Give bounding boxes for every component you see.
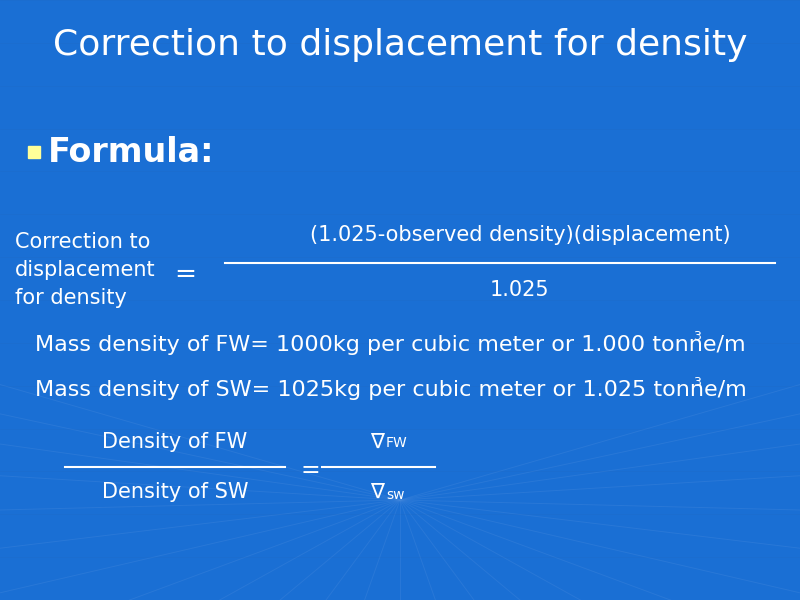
Text: 3: 3	[693, 376, 701, 389]
Text: ∇: ∇	[370, 432, 384, 452]
Text: FW: FW	[386, 436, 408, 450]
Bar	[28, 146, 40, 158]
Text: =: =	[300, 458, 320, 482]
Text: (1.025-observed density)(displacement): (1.025-observed density)(displacement)	[310, 225, 730, 245]
Text: 3: 3	[693, 331, 701, 343]
Text: Correction to
displacement
for density: Correction to displacement for density	[15, 232, 156, 308]
Text: Correction to displacement for density: Correction to displacement for density	[53, 28, 747, 62]
Text: ∇: ∇	[370, 482, 384, 502]
Text: =: =	[174, 262, 196, 288]
Text: sw: sw	[386, 488, 405, 502]
Text: Density of SW: Density of SW	[102, 482, 248, 502]
Text: Mass density of FW= 1000kg per cubic meter or 1.000 tonne/m: Mass density of FW= 1000kg per cubic met…	[35, 335, 746, 355]
Text: 1.025: 1.025	[490, 280, 550, 300]
Text: Density of FW: Density of FW	[102, 432, 248, 452]
Text: Mass density of SW= 1025kg per cubic meter or 1.025 tonne/m: Mass density of SW= 1025kg per cubic met…	[35, 380, 746, 400]
Text: Formula:: Formula:	[48, 136, 214, 169]
